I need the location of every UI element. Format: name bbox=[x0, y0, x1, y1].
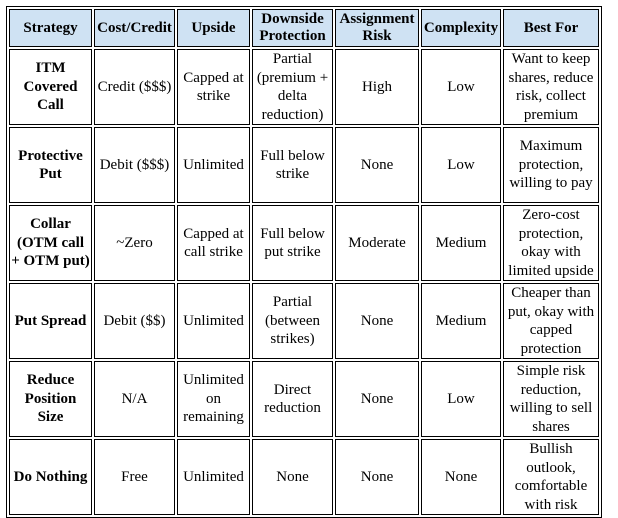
table-cell: Moderate bbox=[335, 205, 419, 281]
strategy-cell: Do Nothing bbox=[9, 439, 92, 515]
strategy-cell: ITM Covered Call bbox=[9, 49, 92, 125]
table-cell: Direct reduction bbox=[252, 361, 333, 437]
table-cell: Full below put strike bbox=[252, 205, 333, 281]
table-cell: None bbox=[421, 439, 501, 515]
table-cell: Low bbox=[421, 127, 501, 203]
table-cell: Bullish outlook, comfortable with risk bbox=[503, 439, 599, 515]
strategy-cell: Collar (OTM call + OTM put) bbox=[9, 205, 92, 281]
table-cell: None bbox=[335, 127, 419, 203]
strategy-cell: Protective Put bbox=[9, 127, 92, 203]
table-cell: Unlimited bbox=[177, 127, 250, 203]
table-cell: Want to keep shares, reduce risk, collec… bbox=[503, 49, 599, 125]
table-row: Put Spread Debit ($$) Unlimited Partial (be… bbox=[9, 283, 599, 359]
table-cell: N/A bbox=[94, 361, 175, 437]
table-row: Protective Put Debit ($$$) Unlimited Full b… bbox=[9, 127, 599, 203]
comparison-table: Strategy Cost/Credit Upside Downside Protec… bbox=[6, 6, 602, 518]
table-row: Do Nothing Free Unlimited None None None Bulli… bbox=[9, 439, 599, 515]
table-cell: None bbox=[335, 361, 419, 437]
table-cell: Debit ($$$) bbox=[94, 127, 175, 203]
table-cell: Debit ($$) bbox=[94, 283, 175, 359]
table-cell: Low bbox=[421, 361, 501, 437]
header-cell: Upside bbox=[177, 9, 250, 47]
header-row: Strategy Cost/Credit Upside Downside Protec… bbox=[9, 9, 599, 47]
header-cell: Downside Protection bbox=[252, 9, 333, 47]
table-cell: Medium bbox=[421, 205, 501, 281]
table-cell: Zero-cost protection, okay with limited … bbox=[503, 205, 599, 281]
table-cell: Maximum protection, willing to pay bbox=[503, 127, 599, 203]
table-cell: ~Zero bbox=[94, 205, 175, 281]
strategy-cell: Put Spread bbox=[9, 283, 92, 359]
table-container: Strategy Cost/Credit Upside Downside Protec… bbox=[6, 6, 602, 518]
table-row: Reduce Position Size N/A Unlimited on rema… bbox=[9, 361, 599, 437]
header-cell: Cost/Credit bbox=[94, 9, 175, 47]
table-row: Collar (OTM call + OTM put) ~Zero Capped a… bbox=[9, 205, 599, 281]
table-cell: High bbox=[335, 49, 419, 125]
table-cell: Medium bbox=[421, 283, 501, 359]
table-cell: Unlimited on remaining bbox=[177, 361, 250, 437]
table-cell: Credit ($$$) bbox=[94, 49, 175, 125]
header-cell: Assignment Risk bbox=[335, 9, 419, 47]
table-cell: Capped at strike bbox=[177, 49, 250, 125]
table-cell: Partial (premium + delta reduction) bbox=[252, 49, 333, 125]
table-cell: Free bbox=[94, 439, 175, 515]
header-cell: Best For bbox=[503, 9, 599, 47]
table-cell: Simple risk reduction, willing to sell s… bbox=[503, 361, 599, 437]
table-row: ITM Covered Call Credit ($$$) Capped at st… bbox=[9, 49, 599, 125]
table-cell: None bbox=[335, 439, 419, 515]
table-cell: None bbox=[252, 439, 333, 515]
table-cell: Full below strike bbox=[252, 127, 333, 203]
table-cell: Partial (between strikes) bbox=[252, 283, 333, 359]
page: {"table": { "headers": ["Strategy", "Cos… bbox=[6, 6, 602, 518]
header-cell: Complexity bbox=[421, 9, 501, 47]
table-cell: Cheaper than put, okay with capped prote… bbox=[503, 283, 599, 359]
table-cell: Unlimited bbox=[177, 283, 250, 359]
table-cell: Low bbox=[421, 49, 501, 125]
strategy-cell: Reduce Position Size bbox=[9, 361, 92, 437]
header-cell: Strategy bbox=[9, 9, 92, 47]
table-cell: None bbox=[335, 283, 419, 359]
table-cell: Capped at call strike bbox=[177, 205, 250, 281]
table-body: ITM Covered Call Credit ($$$) Capped at st… bbox=[9, 49, 599, 515]
table-cell: Unlimited bbox=[177, 439, 250, 515]
